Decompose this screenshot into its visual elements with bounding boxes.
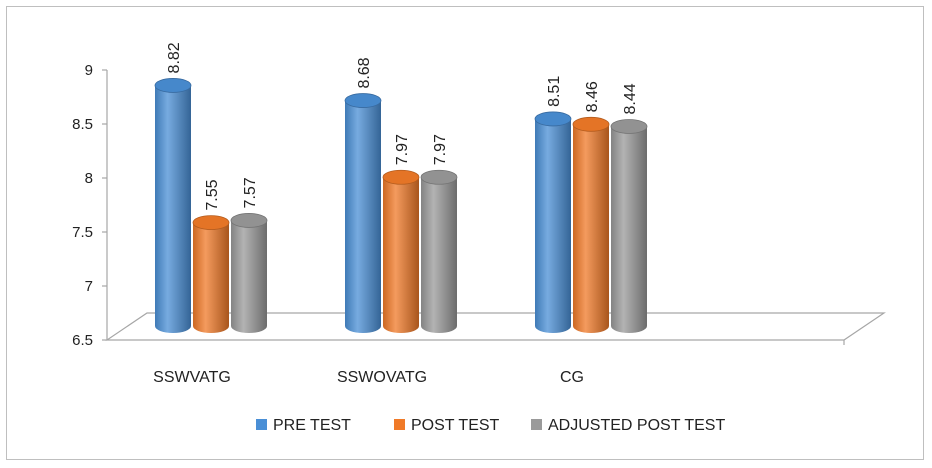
bar bbox=[192, 215, 230, 333]
data-label: 7.57 bbox=[242, 177, 259, 208]
data-label: 8.68 bbox=[356, 57, 373, 88]
bar bbox=[344, 93, 382, 333]
x-category-label: CG bbox=[560, 369, 584, 386]
bar-body bbox=[155, 85, 191, 333]
bar-cap bbox=[572, 116, 610, 132]
x-category-label: SSWOVATG bbox=[337, 369, 427, 386]
bar-cap bbox=[230, 213, 268, 228]
legend-label: ADJUSTED POST TEST bbox=[548, 417, 725, 434]
legend-swatch bbox=[531, 419, 542, 430]
legend-swatch bbox=[394, 419, 405, 430]
data-label: 7.97 bbox=[394, 134, 411, 165]
y-tick-label: 8.5 bbox=[72, 116, 93, 133]
data-label: 8.82 bbox=[166, 42, 183, 73]
y-tick-label: 6.5 bbox=[72, 332, 93, 349]
bar bbox=[420, 169, 458, 333]
bar-body bbox=[611, 126, 647, 333]
bar-body bbox=[193, 222, 229, 333]
legend-label: POST TEST bbox=[411, 417, 500, 434]
bar bbox=[572, 116, 610, 333]
bar-body bbox=[383, 177, 419, 333]
legend-label: PRE TEST bbox=[273, 417, 351, 434]
y-tick-label: 7.5 bbox=[72, 224, 93, 241]
bar-cap bbox=[154, 78, 192, 93]
data-label: 8.46 bbox=[584, 81, 601, 112]
bar-body bbox=[345, 100, 381, 333]
bar-body bbox=[535, 118, 571, 333]
bar bbox=[154, 78, 192, 333]
y-tick-label: 9 bbox=[85, 62, 93, 79]
bar-cap bbox=[344, 93, 382, 108]
bar-cap bbox=[192, 215, 230, 231]
bar bbox=[230, 213, 268, 333]
bar-body bbox=[573, 124, 609, 333]
bar bbox=[610, 119, 648, 333]
bar-cap bbox=[420, 169, 458, 185]
legend-swatch bbox=[256, 419, 267, 430]
bar bbox=[534, 111, 572, 333]
y-tick-label: 7 bbox=[85, 278, 93, 295]
data-label: 8.51 bbox=[546, 76, 563, 107]
bar-cap bbox=[382, 169, 420, 185]
bar bbox=[382, 169, 420, 333]
data-label: 8.44 bbox=[622, 83, 639, 114]
bar-cap bbox=[610, 119, 648, 134]
bar-body bbox=[231, 220, 267, 333]
chart-floor bbox=[105, 312, 886, 341]
bar-cap bbox=[534, 111, 572, 127]
x-category-label: SSWVATG bbox=[153, 369, 231, 386]
data-label: 7.55 bbox=[204, 179, 221, 210]
y-tick-label: 8 bbox=[85, 170, 93, 187]
bar-body bbox=[421, 177, 457, 333]
data-label: 7.97 bbox=[432, 134, 449, 165]
